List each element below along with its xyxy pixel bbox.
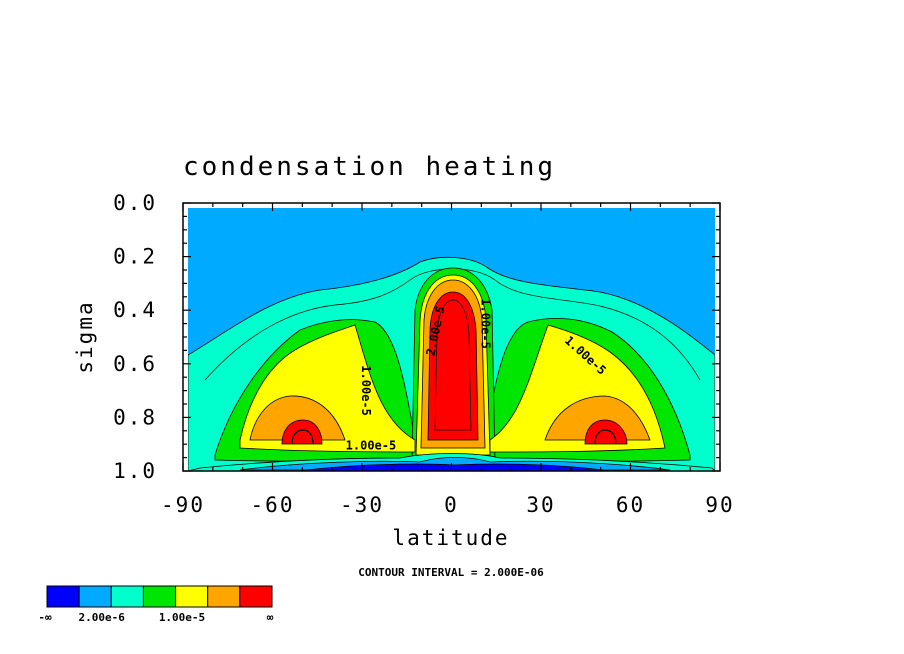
colorbar-swatch — [110, 585, 144, 608]
y-axis-label: sigma — [73, 300, 97, 373]
y-tick-label: 0.2 — [113, 245, 157, 269]
y-tick-label: 0.6 — [113, 352, 157, 376]
y-tick-labels: 0.0 0.2 0.4 0.6 0.8 1.0 — [113, 191, 157, 483]
x-tick-label: 30 — [526, 493, 555, 517]
x-tick-label: -60 — [251, 493, 295, 517]
x-tick-labels: -90 -60 -30 0 30 60 90 — [161, 493, 734, 517]
colorbar-swatch — [207, 585, 241, 608]
colorbar-label: 2.00e-6 — [78, 611, 125, 624]
colorbar-swatch — [239, 585, 273, 608]
colorbar-labels: -∞ 2.00e-6 1.00e-5 ∞ — [38, 611, 273, 624]
y-tick-label: 0.4 — [113, 298, 157, 322]
y-tick-label: 1.0 — [113, 459, 157, 483]
region-surface-cooling — [299, 463, 611, 471]
colorbar-swatch — [46, 585, 80, 608]
colorbar-label: -∞ — [38, 611, 52, 624]
region-orange-heating-left — [249, 395, 346, 441]
y-tick-label: 0.8 — [113, 405, 157, 429]
contour-label: 1.00e-5 — [478, 298, 492, 349]
region-orange-heating-right — [544, 395, 651, 441]
y-tick-label: 0.0 — [113, 191, 157, 215]
x-tick-label: 0 — [444, 493, 459, 517]
colorbar-label: 1.00e-5 — [159, 611, 205, 624]
axis-ticks — [182, 202, 721, 472]
contour-interval: CONTOUR INTERVAL = 2.000E-06 — [358, 566, 544, 579]
x-tick-label: 90 — [705, 493, 734, 517]
x-tick-label: -90 — [161, 493, 205, 517]
colorbar — [46, 585, 273, 608]
plot-area: 1.00e-51.00e-51.00e-51.00e-52.00e-5 — [182, 202, 721, 472]
contour-fill — [188, 208, 715, 471]
colorbar-swatch — [175, 585, 209, 608]
contour-label: 1.00e-5 — [346, 439, 397, 453]
chart-title: condensation heating — [183, 152, 556, 182]
colorbar-label: ∞ — [267, 611, 274, 624]
colorbar-swatch — [78, 585, 112, 608]
x-axis-label: latitude — [392, 526, 509, 550]
x-tick-label: -30 — [340, 493, 384, 517]
contour-label: 1.00e-5 — [359, 365, 373, 416]
region-red-heating-center — [427, 291, 479, 441]
x-tick-label: 60 — [616, 493, 645, 517]
colorbar-swatch — [142, 585, 177, 608]
